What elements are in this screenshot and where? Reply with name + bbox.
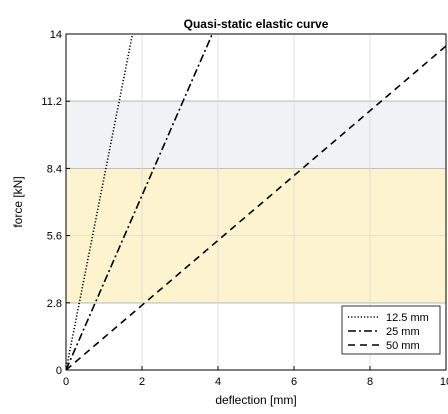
- x-axis-label: deflection [mm]: [215, 393, 296, 407]
- legend: 12.5 mm 25 mm 50 mm: [341, 305, 441, 355]
- legend-label-1: 12.5 mm: [386, 312, 429, 324]
- y-tick-label: 5.6: [47, 231, 62, 243]
- axis-ticks: 0 2 4 6 8 10 0 2.8 5.6 8.4 11.2 14: [41, 29, 448, 388]
- legend-label-2: 25 mm: [386, 326, 420, 338]
- y-tick-label: 8.4: [47, 163, 62, 175]
- y-axis-label: force [kN]: [11, 176, 25, 227]
- series-line-2: [66, 34, 214, 370]
- x-tick-label: 4: [215, 376, 221, 388]
- band-1: [66, 101, 446, 169]
- legend-box: [341, 305, 441, 355]
- y-tick-label: 14: [50, 29, 62, 41]
- chart-title: Quasi-static elastic curve: [184, 17, 329, 31]
- x-tick-label: 0: [63, 376, 69, 388]
- plot-frame: [65, 33, 447, 371]
- data-series: [66, 34, 446, 370]
- legend-label-3: 50 mm: [386, 340, 420, 352]
- series-line-1: [66, 34, 134, 370]
- y-tick-label: 2.8: [47, 298, 62, 310]
- x-tick-label: 8: [367, 376, 373, 388]
- x-tick-label: 10: [440, 376, 448, 388]
- y-tick-label: 11.2: [41, 96, 62, 108]
- x-tick-label: 2: [139, 376, 145, 388]
- x-tick-label: 6: [291, 376, 297, 388]
- background-bands: [66, 100, 446, 304]
- y-tick-label: 0: [56, 365, 62, 377]
